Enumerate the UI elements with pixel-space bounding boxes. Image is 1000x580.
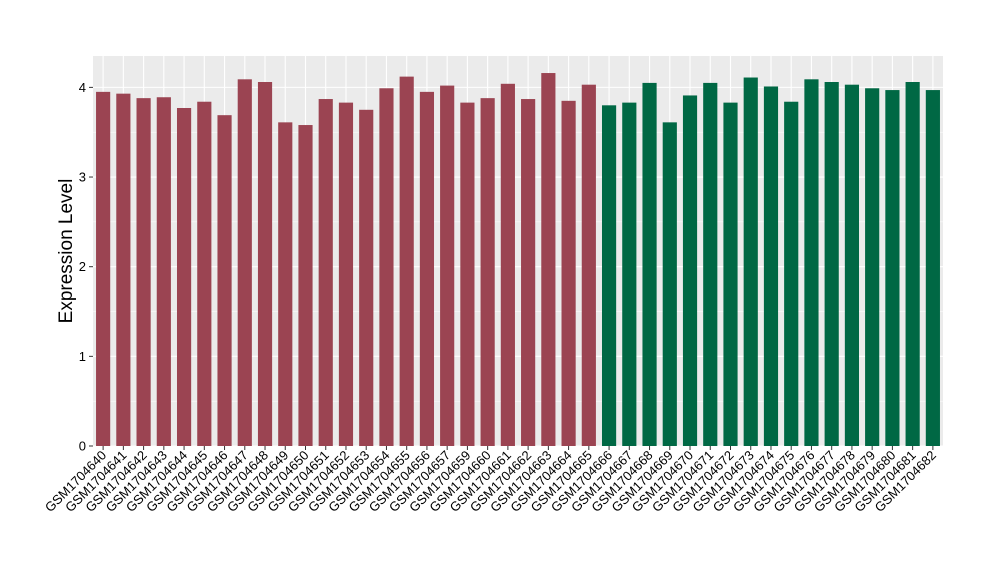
bars — [96, 73, 940, 447]
plot-panel — [93, 56, 943, 446]
y-tick-label: 1 — [79, 349, 86, 364]
bar-GSM1704655 — [399, 76, 414, 446]
bar-GSM1704682 — [925, 90, 940, 446]
bar-GSM1704647 — [237, 79, 252, 446]
bar-GSM1704680 — [885, 90, 900, 446]
bar-GSM1704672 — [723, 102, 738, 446]
bar-GSM1704661 — [500, 83, 515, 447]
bar-GSM1704678 — [844, 84, 860, 447]
bar-GSM1704648 — [257, 82, 273, 446]
bar-GSM1704673 — [743, 77, 758, 446]
bar-GSM1704651 — [318, 99, 333, 446]
bar-GSM1704641 — [116, 93, 131, 446]
bar-GSM1704654 — [379, 88, 394, 446]
bar-GSM1704664 — [561, 100, 576, 447]
bar-GSM1704645 — [197, 101, 212, 447]
bar-GSM1704646 — [217, 115, 232, 446]
bar-GSM1704642 — [136, 98, 151, 446]
bar-GSM1704662 — [521, 99, 536, 446]
y-tick-label: 2 — [79, 259, 86, 274]
bar-GSM1704643 — [156, 97, 171, 446]
bar-GSM1704660 — [480, 98, 495, 446]
bar-GSM1704677 — [824, 82, 839, 446]
y-axis-title: Expression Level — [56, 179, 77, 324]
bar-GSM1704653 — [359, 109, 374, 447]
y-tick-label: 4 — [79, 80, 86, 95]
bar-GSM1704679 — [865, 88, 880, 446]
y-tick-label: 0 — [79, 439, 86, 454]
bar-GSM1704656 — [419, 91, 435, 447]
y-axis: 0 1 2 3 4 — [79, 80, 93, 454]
bar-GSM1704665 — [581, 84, 596, 447]
bar-GSM1704649 — [278, 122, 293, 447]
bar-GSM1704676 — [804, 79, 819, 446]
bar-GSM1704640 — [96, 91, 111, 447]
bar-GSM1704667 — [622, 102, 637, 446]
bar-GSM1704657 — [440, 85, 455, 446]
bar-GSM1704669 — [662, 122, 677, 447]
bar-GSM1704681 — [905, 82, 920, 446]
bar-GSM1704650 — [298, 125, 313, 446]
bar-GSM1704666 — [601, 105, 617, 446]
bar-GSM1704670 — [682, 95, 698, 446]
bar-GSM1704644 — [176, 108, 192, 446]
x-axis: GSM1704640GSM1704641GSM1704642GSM1704643… — [42, 446, 939, 515]
bar-GSM1704652 — [338, 102, 354, 446]
bar-GSM1704663 — [541, 73, 556, 446]
bar-GSM1704659 — [460, 102, 475, 446]
bar-GSM1704668 — [642, 82, 657, 447]
bar-GSM1704674 — [763, 86, 779, 446]
bar-GSM1704675 — [784, 101, 799, 447]
y-tick-label: 3 — [79, 170, 86, 185]
bar-GSM1704671 — [703, 82, 718, 447]
